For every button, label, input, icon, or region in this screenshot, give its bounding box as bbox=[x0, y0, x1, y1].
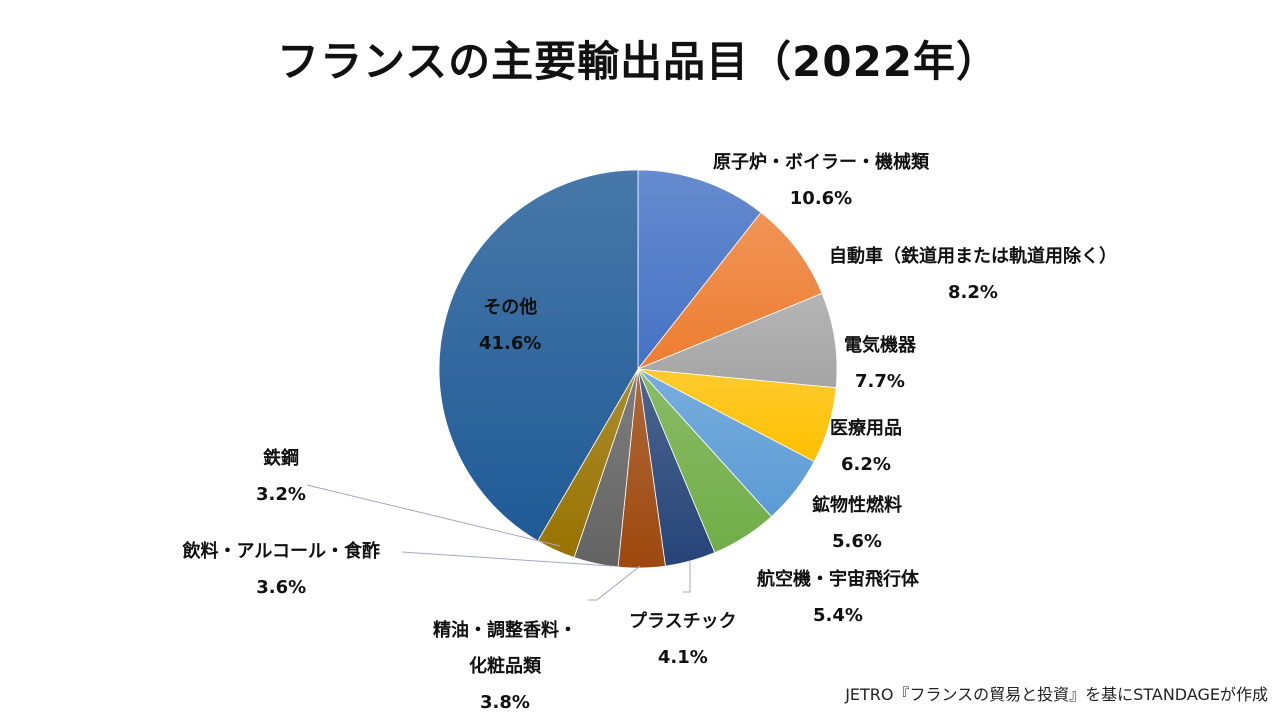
slice-label-name: 医療用品 bbox=[830, 418, 902, 439]
pie-slices bbox=[438, 169, 838, 569]
pie-slice-11 bbox=[438, 169, 639, 542]
slice-label-name: 電気機器 bbox=[844, 335, 916, 356]
slice-label-7: プラスチック 4.1% bbox=[629, 604, 737, 676]
slice-label-5: 鉱物性燃料 5.6% bbox=[812, 488, 902, 560]
source-note: JETRO『フランスの貿易と投資』を基にSTANDAGEが作成 bbox=[845, 685, 1268, 704]
slice-label-name: プラスチック bbox=[629, 611, 737, 632]
slice-label-value: 4.1% bbox=[657, 647, 708, 668]
slice-label-name: 鉄鋼 bbox=[262, 448, 299, 469]
slice-label-name: 航空機・宇宙飛行体 bbox=[757, 569, 919, 590]
slice-label-2: 自動車（鉄道用または軌道用除く） 8.2% bbox=[829, 239, 1117, 311]
slice-label-name: 飲料・アルコール・食酢 bbox=[182, 541, 380, 562]
leader-line-8 bbox=[588, 565, 641, 601]
leader-line-9 bbox=[401, 551, 613, 567]
leader-line-7 bbox=[683, 560, 691, 593]
slice-label-3: 電気機器 7.7% bbox=[844, 328, 916, 400]
slice-label-value: 10.6% bbox=[789, 188, 853, 209]
slice-label-value: 5.6% bbox=[832, 531, 882, 552]
slice-label-value: 6.2% bbox=[841, 454, 891, 475]
pie-slice-3 bbox=[637, 292, 838, 389]
slice-label-name: 自動車（鉄道用または軌道用除く） bbox=[829, 246, 1117, 267]
slice-label-value: 5.4% bbox=[813, 605, 863, 626]
leader-lines bbox=[306, 484, 691, 601]
leader-line-10 bbox=[306, 484, 561, 547]
slice-label-1: 原子炉・ボイラー・機械類 10.6% bbox=[713, 145, 929, 217]
slice-label-value: 41.6% bbox=[479, 333, 542, 354]
slice-label-value: 8.2% bbox=[948, 282, 998, 303]
slice-label-11: その他 41.6% bbox=[479, 290, 541, 362]
slice-label-name: 鉱物性燃料 bbox=[812, 495, 902, 516]
slice-label-value: 3.6% bbox=[256, 577, 307, 598]
slice-label-value: 7.7% bbox=[855, 371, 905, 392]
slice-label-value: 3.2% bbox=[256, 484, 306, 505]
slice-label-8: 精油・調整香料・ 化粧品類 3.8% bbox=[433, 613, 577, 721]
slice-label-value: 3.8% bbox=[480, 692, 530, 713]
slice-label-10: 鉄鋼 3.2% bbox=[256, 441, 306, 513]
slice-label-name: その他 bbox=[483, 297, 538, 318]
pie-slice-1 bbox=[637, 169, 762, 371]
slice-label-4: 医療用品 6.2% bbox=[830, 411, 902, 483]
pie-slice-2 bbox=[636, 211, 823, 370]
chart-title: フランスの主要輸出品目（2022年） bbox=[276, 37, 1000, 86]
slice-label-name: 化粧品類 bbox=[469, 656, 541, 677]
slice-label-6: 航空機・宇宙飛行体 5.4% bbox=[757, 562, 919, 634]
slice-label-9: 飲料・アルコール・食酢 3.6% bbox=[183, 534, 380, 606]
slice-label-name: 精油・調整香料・ bbox=[433, 620, 577, 641]
slice-label-name: 原子炉・ボイラー・機械類 bbox=[713, 152, 929, 173]
